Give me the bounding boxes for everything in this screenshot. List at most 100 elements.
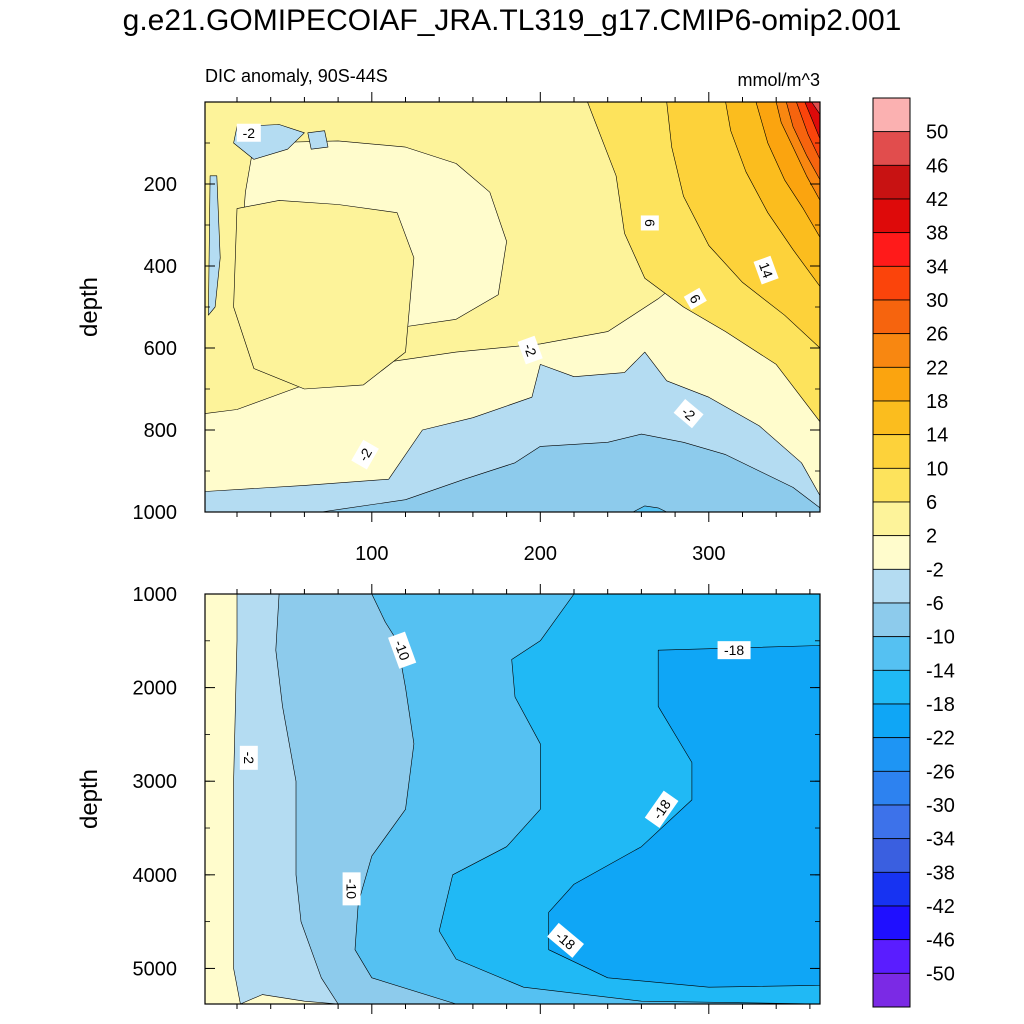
colorbar-swatch-20: [872, 770, 911, 806]
contour-label-2: -10: [342, 872, 361, 906]
contour-label-6: 14: [753, 255, 779, 285]
colorbar-label-3: 38: [926, 223, 948, 245]
colorbar-swatch-4: [872, 232, 911, 267]
colorbar-swatch-13: [872, 535, 911, 570]
contour-band-17: [307, 130, 329, 150]
x-tick-label-1: 200: [524, 543, 557, 565]
y-tick-label-1: 400: [144, 256, 177, 278]
panel-title: DIC anomaly, 90S-44S: [205, 66, 388, 86]
y-tick-label-0: 1000: [133, 584, 178, 606]
colorbar-label-11: 6: [926, 492, 937, 514]
colorbar-label-23: -42: [926, 896, 955, 918]
contour-label-bg: [683, 287, 707, 310]
colorbar-swatch-24: [872, 905, 911, 941]
y-axis-label: depth: [76, 277, 103, 337]
y-tick-label-3: 800: [144, 420, 177, 442]
colorbar-label-2: 42: [926, 189, 948, 211]
contour-label-3: -2: [673, 398, 704, 429]
colorbar-swatch-5: [872, 265, 911, 301]
colorbar-swatch-9: [872, 400, 911, 436]
contour-label-bg: [640, 215, 659, 231]
upper-panel: 200 400 600 800 1000 100 200 300 depth DIC anomal…: [76, 66, 821, 565]
contour-label-bg: [517, 335, 543, 365]
contour-label-bg: [673, 398, 704, 429]
colorbar-label-15: -10: [926, 627, 955, 649]
colorbar-label-12: 2: [926, 526, 937, 548]
colorbar-label-20: -30: [926, 795, 955, 817]
colorbar-label-7: 22: [926, 357, 948, 379]
plot-frame: [204, 593, 821, 1005]
contour-band-18: [208, 175, 221, 316]
colorbar-swatch-10: [872, 434, 911, 469]
contour-label-4: 6: [640, 215, 659, 231]
colorbar-swatch-2: [872, 164, 911, 200]
x-tick-label-2: 300: [692, 543, 725, 565]
contour-label-text: -18: [724, 642, 744, 658]
contour-label-0: -2: [239, 745, 258, 770]
colorbar-swatch-18: [872, 703, 911, 739]
contour-label-bg: [342, 872, 361, 906]
colorbar-frame: [872, 97, 911, 1008]
contour-field: [205, 102, 820, 512]
contour-label-text: 6: [642, 219, 658, 227]
contour-label-text: -10: [344, 879, 360, 899]
contour-label-bg: [239, 745, 258, 770]
contour-label-text: 14: [756, 260, 776, 280]
colorbar-label-16: -14: [926, 660, 955, 682]
contour-band-14: [320, 433, 820, 512]
colorbar-swatch-21: [872, 804, 911, 840]
y-tick-label-1: 2000: [133, 678, 178, 700]
contour-band-5: [548, 645, 820, 988]
contour-label-0: -2: [236, 123, 261, 142]
contour-label-text: -2: [521, 341, 540, 358]
contour-label-bg: [644, 790, 679, 828]
x-tick-label-0: 100: [355, 543, 388, 565]
colorbar-swatch-7: [872, 333, 911, 368]
colorbar-label-22: -38: [926, 862, 955, 884]
contour-field: [205, 594, 820, 1004]
colorbar-swatch-0: [872, 97, 911, 133]
units-label: mmol/m^3: [738, 70, 820, 90]
colorbar-swatch-16: [872, 636, 911, 671]
colorbar-swatch-8: [872, 366, 911, 402]
colorbar-label-14: -6: [926, 593, 944, 615]
contour-band-12: [811, 102, 820, 115]
contour-band-3: [233, 200, 415, 390]
colorbar-swatch-19: [872, 737, 911, 772]
colorbar-label-21: -34: [926, 829, 955, 851]
y-tick-label-2: 600: [144, 338, 177, 360]
colorbar-swatch-12: [872, 501, 911, 537]
contour-band-11: [804, 102, 820, 140]
contour-label-text: -2: [243, 125, 256, 141]
contour-label-4: -18: [644, 790, 679, 828]
contour-label-bg: [547, 922, 585, 958]
colorbar-swatch-14: [872, 568, 911, 604]
contour-label-3: -18: [717, 641, 751, 660]
contour-label-bg: [717, 641, 751, 660]
colorbar-swatch-23: [872, 871, 911, 907]
colorbar-swatch-22: [872, 838, 911, 873]
lower-panel: 10002000300040005000depth-2-10-10-18-18-…: [76, 584, 821, 1014]
contour-label-bg: [753, 255, 779, 285]
colorbar-label-4: 34: [926, 256, 948, 278]
colorbar-label-10: 10: [926, 458, 948, 480]
y-tick-label-2: 3000: [133, 771, 178, 793]
y-axis-label: depth: [76, 769, 103, 829]
main-title: g.e21.GOMIPECOIAF_JRA.TL319_g17.CMIP6-om…: [122, 4, 902, 37]
contour-label-text: -10: [391, 638, 413, 663]
colorbar-label-18: -22: [926, 728, 955, 750]
colorbar-label-19: -26: [926, 761, 955, 783]
colorbar-label-24: -46: [926, 930, 955, 952]
colorbar-swatch-26: [872, 972, 911, 1008]
colorbar: 50 46 42 38 34 30 26 22 18 14 10 6 2 -2 -6 -10 -14 -18 -22…: [872, 97, 955, 1008]
contour-band-15: [632, 505, 668, 512]
contour-label-bg: [236, 123, 261, 142]
contour-label-text: -2: [241, 752, 257, 765]
colorbar-label-25: -50: [926, 963, 955, 985]
colorbar-label-9: 14: [926, 425, 948, 447]
colorbar-swatch-25: [872, 939, 911, 974]
colorbar-swatch-11: [872, 467, 911, 503]
y-tick-label-0: 200: [144, 174, 177, 196]
colorbar-swatch-1: [872, 131, 911, 166]
